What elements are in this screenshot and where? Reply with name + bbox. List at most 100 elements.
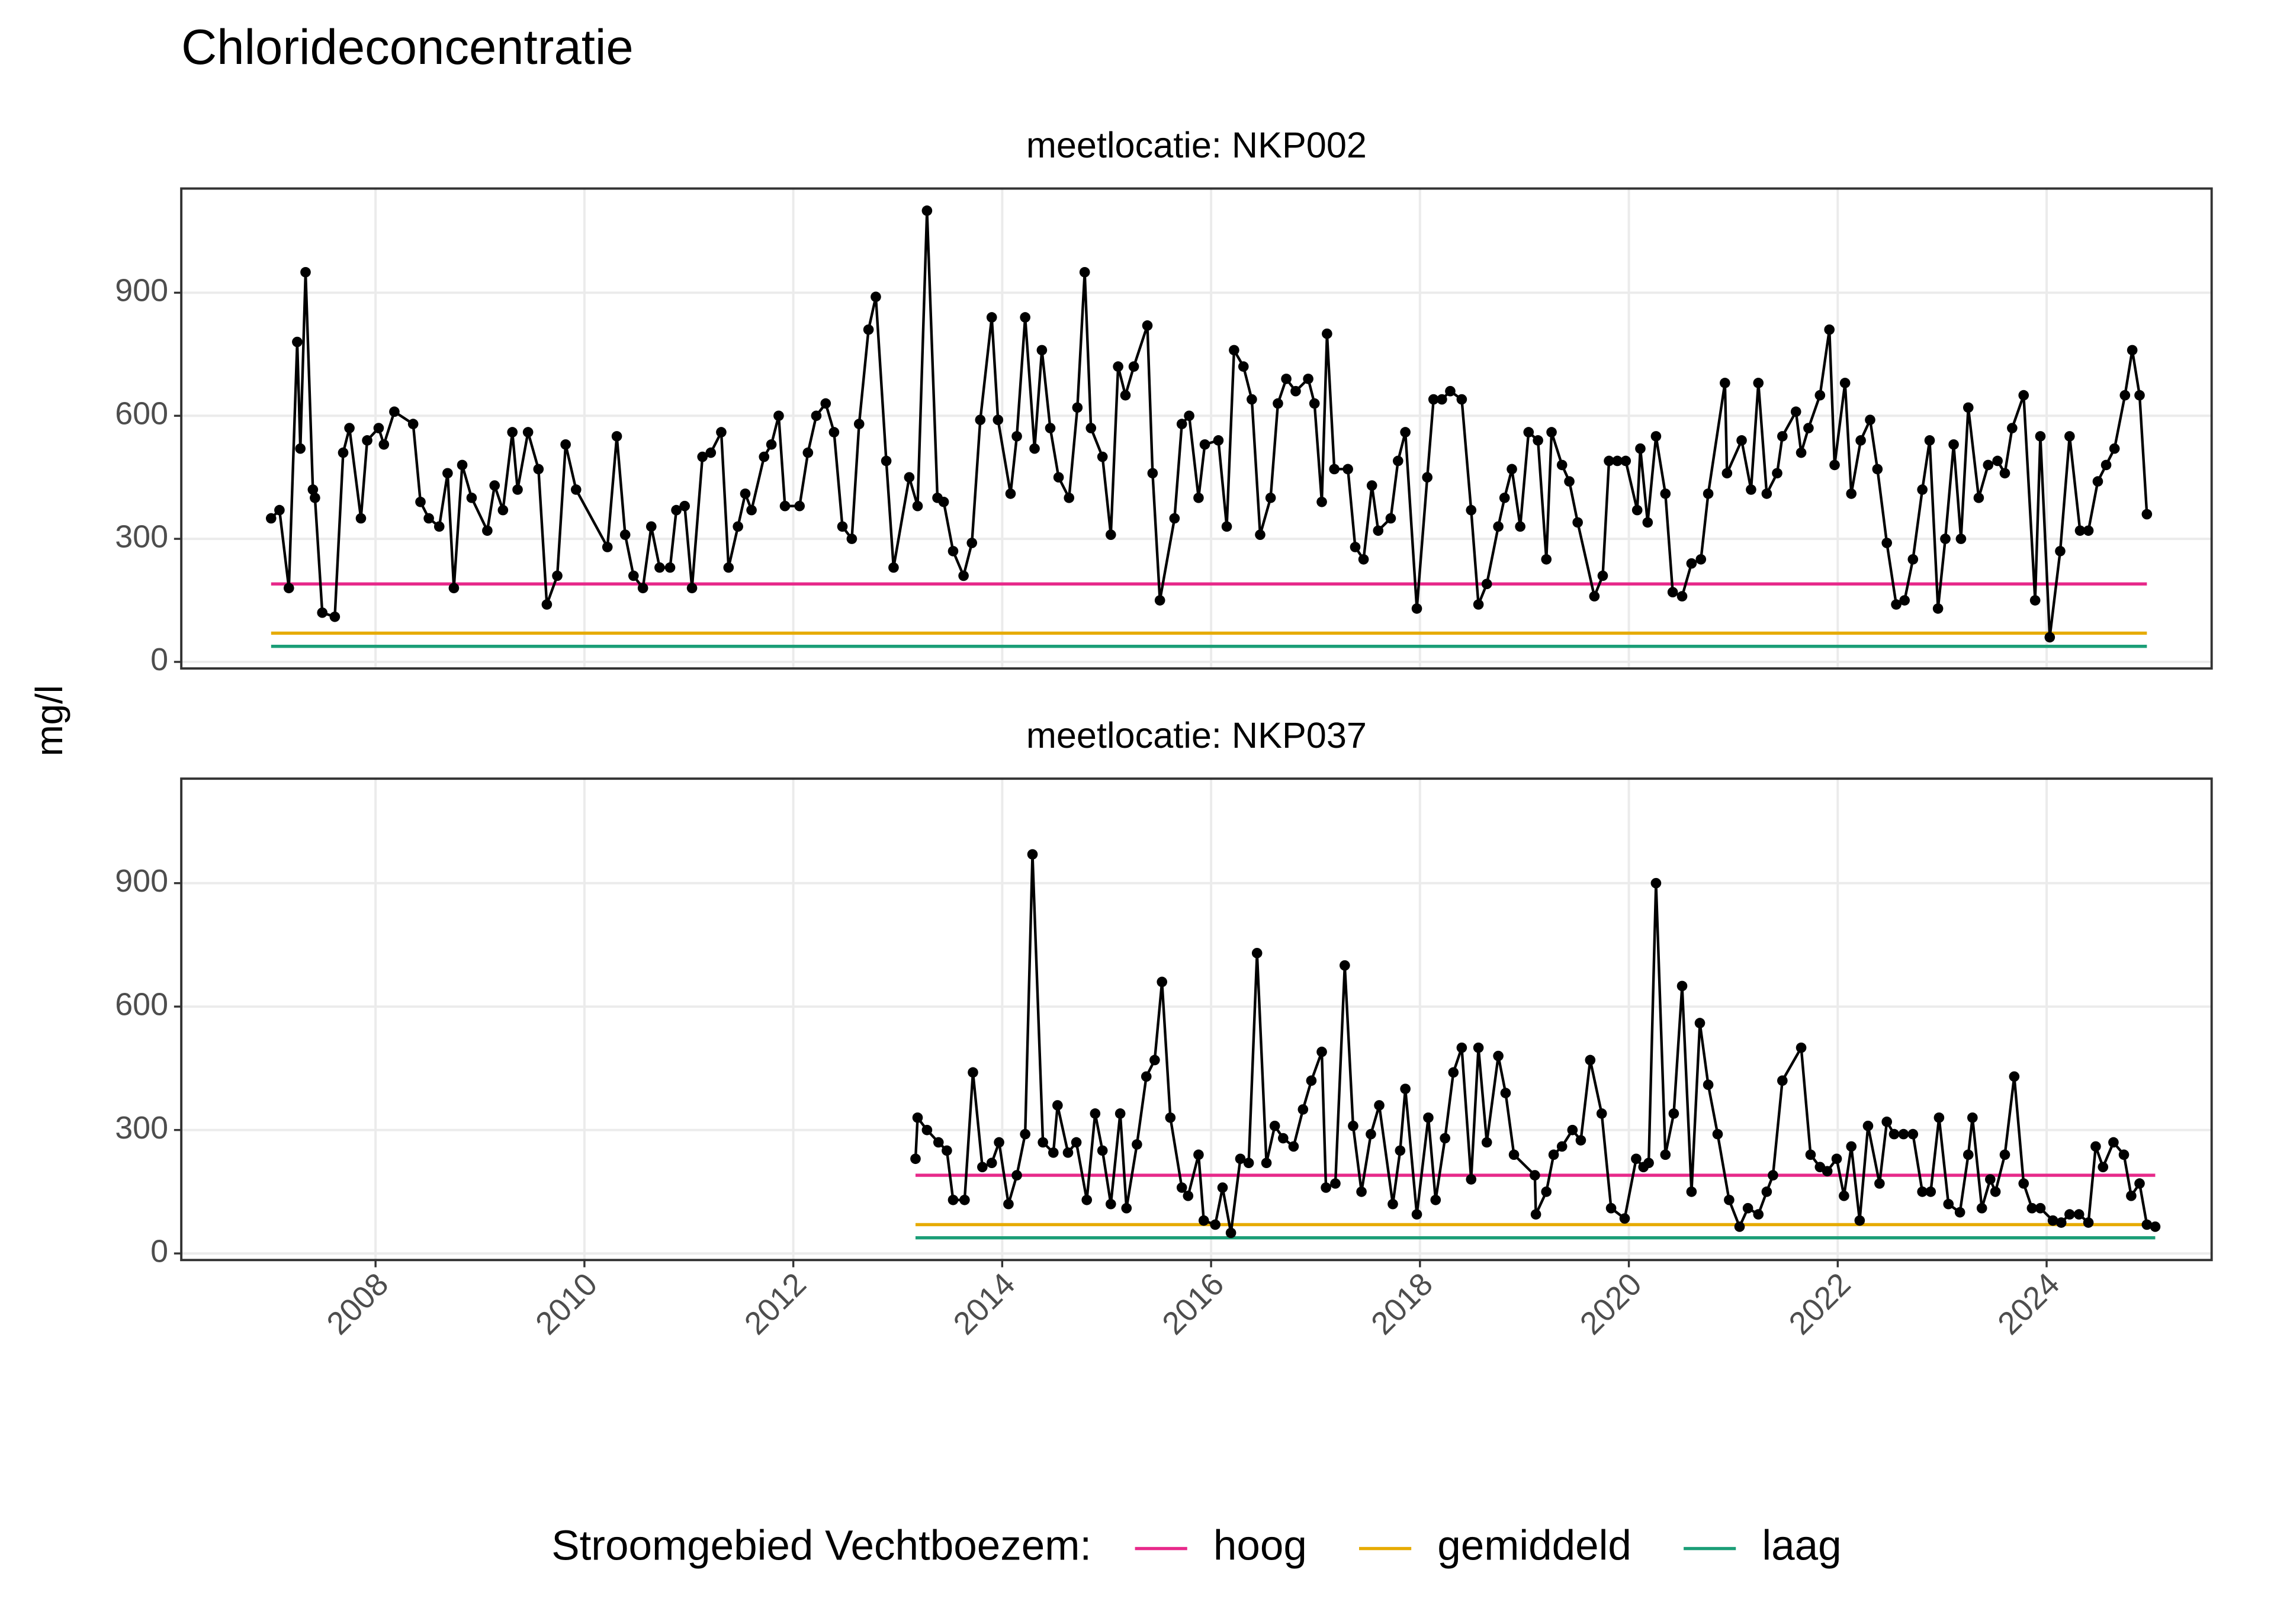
data-point xyxy=(1176,1182,1187,1193)
data-point xyxy=(977,1162,988,1172)
data-point xyxy=(1297,1104,1309,1115)
data-point xyxy=(1992,455,2003,467)
data-point xyxy=(489,480,500,491)
data-point xyxy=(1533,435,1543,446)
data-point xyxy=(274,504,285,516)
data-point xyxy=(1169,513,1180,524)
data-point xyxy=(1556,459,1568,471)
data-point xyxy=(1865,414,1875,426)
data-point xyxy=(2127,345,2138,356)
legend: Stroomgebied Vechtboezem: hoog gemiddeld la… xyxy=(551,1522,1841,1569)
data-point xyxy=(1072,402,1083,413)
data-point xyxy=(1423,1112,1434,1123)
data-point xyxy=(1437,394,1447,405)
x-tick-label: 2010 xyxy=(529,1266,604,1342)
data-point xyxy=(820,398,831,409)
data-point xyxy=(611,431,622,442)
chart-title: Chlorideconcentratie xyxy=(181,20,634,75)
data-point xyxy=(1199,439,1210,450)
data-point xyxy=(2026,1202,2038,1214)
data-point xyxy=(1493,1050,1504,1062)
data-point xyxy=(2141,1219,2153,1230)
data-point xyxy=(912,1112,923,1123)
data-point xyxy=(1907,1128,1919,1140)
data-point xyxy=(362,435,372,446)
data-point xyxy=(910,1153,921,1165)
data-point xyxy=(1316,496,1327,507)
data-point xyxy=(295,443,306,454)
data-point xyxy=(1350,542,1361,552)
data-point xyxy=(407,419,419,429)
data-point xyxy=(733,521,743,532)
data-point xyxy=(1507,464,1517,475)
data-point xyxy=(1694,1018,1706,1028)
data-point xyxy=(948,1194,959,1205)
data-point xyxy=(1967,1112,1978,1123)
data-point xyxy=(1184,410,1194,422)
data-point xyxy=(1029,443,1040,454)
data-point xyxy=(1660,488,1671,499)
data-point xyxy=(766,439,777,450)
legend-title: Stroomgebied Vechtboezem: xyxy=(551,1522,1091,1569)
data-point xyxy=(2092,476,2103,487)
data-point xyxy=(1805,1149,1816,1160)
data-point xyxy=(802,447,814,458)
data-point xyxy=(2126,1191,2137,1201)
x-tick-label: 2012 xyxy=(738,1266,813,1342)
data-point xyxy=(1500,1088,1511,1098)
data-point xyxy=(871,291,881,303)
x-tick-label: 2014 xyxy=(946,1266,1022,1342)
data-point xyxy=(1157,976,1168,988)
data-point xyxy=(1829,459,1840,471)
data-point xyxy=(1255,529,1266,541)
data-point xyxy=(1703,488,1714,499)
data-point xyxy=(507,427,518,438)
panel-title: meetlocatie: NKP037 xyxy=(1026,715,1367,755)
data-point xyxy=(1943,1198,1954,1210)
data-point xyxy=(794,500,805,512)
data-point xyxy=(1619,1213,1630,1224)
data-point xyxy=(1473,599,1484,610)
data-point xyxy=(1183,1191,1194,1201)
data-point xyxy=(1385,513,1396,524)
data-point xyxy=(1411,1209,1422,1220)
data-point xyxy=(1306,1075,1317,1086)
data-point xyxy=(1548,1149,1559,1160)
data-point xyxy=(1493,521,1504,532)
data-point xyxy=(1340,960,1350,971)
data-point xyxy=(2047,1215,2058,1226)
data-point xyxy=(497,504,509,516)
data-point xyxy=(1114,1108,1126,1119)
legend-label: laag xyxy=(1762,1522,1841,1569)
data-point xyxy=(1831,1153,1842,1165)
data-point xyxy=(2055,546,2066,557)
legend-label: gemiddeld xyxy=(1437,1522,1631,1569)
data-point xyxy=(1824,324,1835,335)
data-point xyxy=(1976,1202,1987,1214)
data-point xyxy=(966,538,978,548)
data-point xyxy=(1473,1042,1484,1053)
data-point xyxy=(740,488,751,499)
data-point xyxy=(1541,1186,1552,1197)
panel-background xyxy=(181,779,2212,1260)
data-point xyxy=(1176,419,1187,429)
data-point xyxy=(442,468,453,479)
data-point xyxy=(1105,529,1116,541)
data-point xyxy=(2044,632,2055,643)
data-point xyxy=(779,500,791,512)
data-point xyxy=(1261,1157,1272,1169)
data-point xyxy=(1917,484,1928,495)
data-point xyxy=(1954,1207,1965,1218)
data-point xyxy=(2018,1178,2029,1189)
data-point xyxy=(1777,1075,1788,1086)
data-point xyxy=(853,419,865,429)
data-point xyxy=(1269,1120,1280,1131)
data-point xyxy=(1703,1079,1714,1091)
data-point xyxy=(1097,1145,1108,1156)
data-point xyxy=(993,414,1004,426)
data-point xyxy=(1556,1141,1568,1152)
data-point xyxy=(1316,1046,1327,1057)
data-point xyxy=(1814,390,1826,401)
data-point xyxy=(1530,1209,1541,1220)
data-point xyxy=(619,529,631,541)
